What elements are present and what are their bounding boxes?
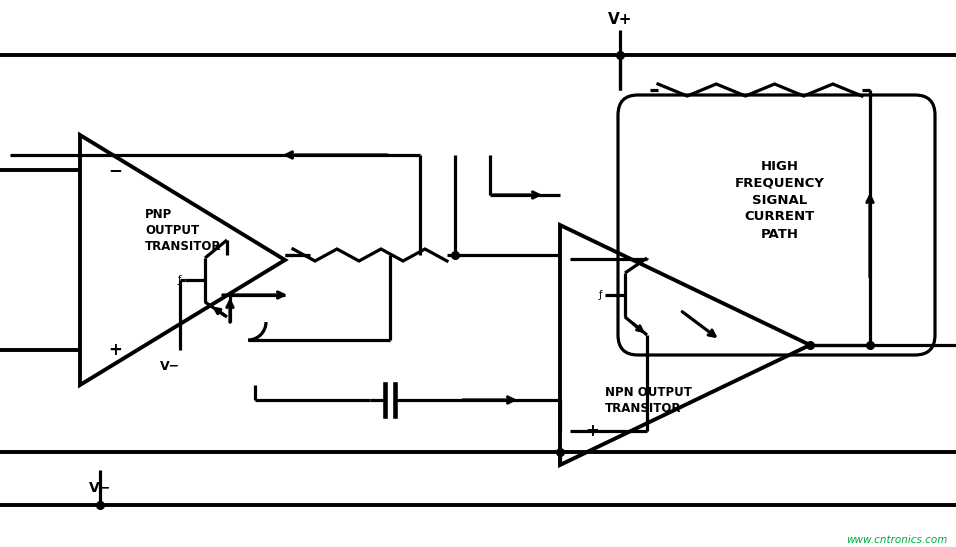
Text: ƒ: ƒ xyxy=(598,290,601,300)
Text: HIGH
FREQUENCY
SIGNAL
CURRENT
PATH: HIGH FREQUENCY SIGNAL CURRENT PATH xyxy=(735,160,825,241)
Text: V+: V+ xyxy=(608,13,632,27)
Text: +: + xyxy=(585,422,598,440)
Text: PNP
OUTPUT
TRANSITOR: PNP OUTPUT TRANSITOR xyxy=(145,207,222,253)
Text: V−: V− xyxy=(89,481,111,495)
Text: −: − xyxy=(108,161,121,179)
Text: www.cntronics.com: www.cntronics.com xyxy=(847,535,948,545)
Text: −: − xyxy=(585,249,598,267)
Text: V−: V− xyxy=(160,360,180,374)
Text: ƒ: ƒ xyxy=(177,275,181,285)
Text: NPN OUTPUT
TRANSITOR: NPN OUTPUT TRANSITOR xyxy=(605,386,692,415)
Text: +: + xyxy=(108,341,121,359)
